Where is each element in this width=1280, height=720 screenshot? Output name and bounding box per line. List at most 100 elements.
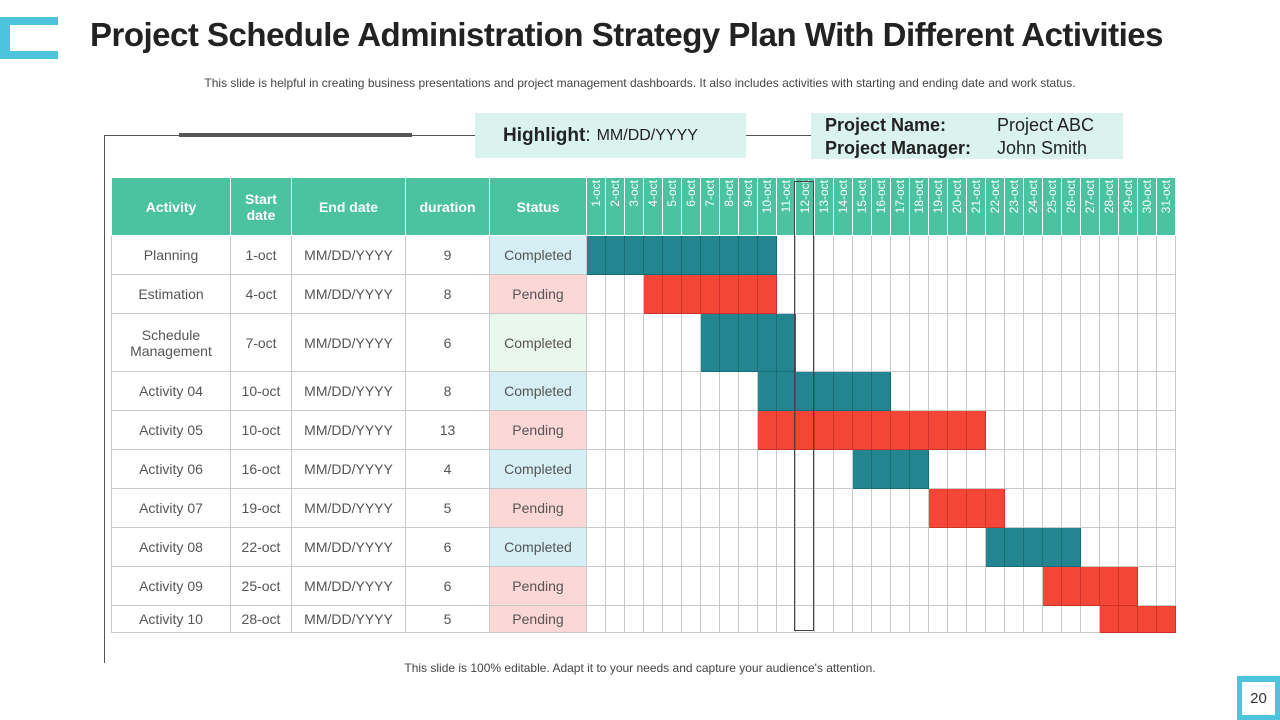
gantt-bar-cell bbox=[738, 274, 758, 314]
gantt-empty-cell bbox=[1118, 488, 1138, 528]
gantt-empty-cell bbox=[871, 527, 891, 567]
gantt-empty-cell bbox=[928, 566, 948, 606]
gantt-empty-cell bbox=[1156, 566, 1176, 606]
gantt-empty-cell bbox=[814, 274, 834, 314]
col-duration-header: duration bbox=[405, 177, 490, 236]
gantt-table: Activity Start date End date duration St… bbox=[111, 177, 1176, 633]
gantt-empty-cell bbox=[795, 449, 815, 489]
cell-start: 4-oct bbox=[230, 274, 292, 314]
gantt-empty-cell bbox=[1023, 410, 1043, 450]
gantt-empty-cell bbox=[662, 410, 682, 450]
gantt-empty-cell bbox=[605, 449, 625, 489]
gantt-empty-cell bbox=[1061, 371, 1081, 411]
gantt-bar-cell bbox=[871, 371, 891, 411]
gantt-empty-cell bbox=[1061, 313, 1081, 372]
day-header-19-oct: 19-oct bbox=[928, 177, 948, 236]
gantt-bar-cell bbox=[757, 274, 777, 314]
gantt-bar-cell bbox=[947, 410, 967, 450]
gantt-bar-cell bbox=[662, 274, 682, 314]
day-label: 7-oct bbox=[703, 180, 717, 207]
gantt-empty-cell bbox=[966, 274, 986, 314]
gantt-empty-cell bbox=[852, 313, 872, 372]
gantt-empty-cell bbox=[890, 235, 910, 275]
gantt-empty-cell bbox=[928, 371, 948, 411]
day-label: 9-oct bbox=[741, 180, 755, 207]
cell-end: MM/DD/YYYY bbox=[291, 235, 406, 275]
gantt-empty-cell bbox=[605, 488, 625, 528]
gantt-empty-cell bbox=[757, 605, 777, 633]
gantt-empty-cell bbox=[1137, 488, 1157, 528]
gantt-empty-cell bbox=[852, 274, 872, 314]
day-header-2-oct: 2-oct bbox=[605, 177, 625, 236]
gantt-empty-cell bbox=[833, 313, 853, 372]
page-number-badge: 20 bbox=[1237, 676, 1280, 720]
project-name-label: Project Name: bbox=[825, 115, 947, 135]
gantt-empty-cell bbox=[909, 371, 929, 411]
day-label: 27-oct bbox=[1083, 180, 1097, 214]
day-header-30-oct: 30-oct bbox=[1137, 177, 1157, 236]
gantt-empty-cell bbox=[586, 313, 606, 372]
gantt-empty-cell bbox=[624, 313, 644, 372]
gantt-empty-cell bbox=[985, 410, 1005, 450]
gantt-empty-cell bbox=[871, 235, 891, 275]
gantt-empty-cell bbox=[1061, 605, 1081, 633]
gantt-empty-cell bbox=[1099, 313, 1119, 372]
cell-start: 10-oct bbox=[230, 371, 292, 411]
gantt-empty-cell bbox=[700, 605, 720, 633]
day-header-24-oct: 24-oct bbox=[1023, 177, 1043, 236]
gantt-empty-cell bbox=[776, 605, 796, 633]
cell-start: 1-oct bbox=[230, 235, 292, 275]
cell-status: Completed bbox=[489, 235, 587, 275]
gantt-empty-cell bbox=[586, 488, 606, 528]
gantt-empty-cell bbox=[1137, 410, 1157, 450]
gantt-empty-cell bbox=[738, 371, 758, 411]
gantt-empty-cell bbox=[643, 449, 663, 489]
gantt-empty-cell bbox=[814, 449, 834, 489]
gantt-empty-cell bbox=[947, 313, 967, 372]
cell-activity: Activity 05 bbox=[111, 410, 231, 450]
day-label: 25-oct bbox=[1045, 180, 1059, 214]
gantt-empty-cell bbox=[738, 410, 758, 450]
gantt-bar-cell bbox=[985, 488, 1005, 528]
gantt-empty-cell bbox=[871, 313, 891, 372]
gantt-empty-cell bbox=[662, 313, 682, 372]
gantt-empty-cell bbox=[757, 527, 777, 567]
gantt-empty-cell bbox=[776, 235, 796, 275]
gantt-empty-cell bbox=[605, 566, 625, 606]
day-label: 1-oct bbox=[589, 180, 603, 207]
cell-activity: Activity 10 bbox=[111, 605, 231, 633]
gantt-empty-cell bbox=[814, 313, 834, 372]
gantt-empty-cell bbox=[814, 566, 834, 606]
gantt-empty-cell bbox=[890, 371, 910, 411]
cell-start: 22-oct bbox=[230, 527, 292, 567]
gantt-empty-cell bbox=[681, 527, 701, 567]
gantt-bar-cell bbox=[1156, 605, 1176, 633]
day-header-26-oct: 26-oct bbox=[1061, 177, 1081, 236]
gantt-empty-cell bbox=[681, 410, 701, 450]
gantt-bar-cell bbox=[1118, 566, 1138, 606]
gantt-empty-cell bbox=[1137, 449, 1157, 489]
gantt-empty-cell bbox=[681, 313, 701, 372]
day-label: 12-oct bbox=[798, 180, 812, 214]
gantt-bar-cell bbox=[928, 410, 948, 450]
cell-duration: 8 bbox=[405, 274, 490, 314]
gantt-empty-cell bbox=[757, 488, 777, 528]
gantt-bar-cell bbox=[719, 235, 739, 275]
gantt-bar-cell bbox=[719, 313, 739, 372]
gantt-empty-cell bbox=[966, 313, 986, 372]
gantt-empty-cell bbox=[1099, 371, 1119, 411]
gantt-empty-cell bbox=[1118, 313, 1138, 372]
gantt-bar-cell bbox=[757, 410, 777, 450]
gantt-empty-cell bbox=[1061, 410, 1081, 450]
gantt-bar-cell bbox=[1023, 527, 1043, 567]
cell-activity: Planning bbox=[111, 235, 231, 275]
gantt-empty-cell bbox=[1156, 449, 1176, 489]
frame-line-left bbox=[104, 135, 105, 663]
day-label: 19-oct bbox=[931, 180, 945, 214]
gantt-empty-cell bbox=[700, 410, 720, 450]
cell-start: 25-oct bbox=[230, 566, 292, 606]
gantt-bar-cell bbox=[833, 410, 853, 450]
cell-duration: 5 bbox=[405, 488, 490, 528]
gantt-bar-cell bbox=[643, 235, 663, 275]
gantt-empty-cell bbox=[909, 274, 929, 314]
